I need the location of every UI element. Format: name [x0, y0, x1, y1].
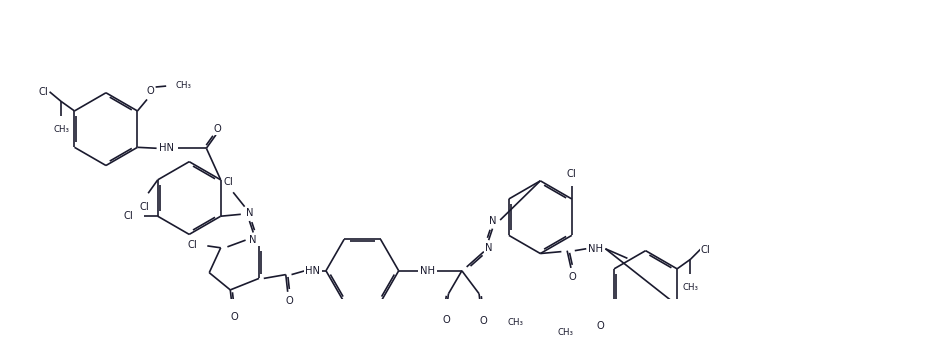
- Text: CH₃: CH₃: [53, 125, 69, 134]
- Text: O: O: [569, 273, 577, 282]
- Text: NH: NH: [588, 244, 603, 254]
- Text: O: O: [147, 86, 155, 96]
- Text: Cl: Cl: [224, 177, 233, 187]
- Text: N: N: [485, 243, 493, 253]
- Text: O: O: [230, 312, 238, 322]
- Text: CH₃: CH₃: [558, 328, 574, 336]
- Text: Cl: Cl: [187, 240, 196, 250]
- Text: Cl: Cl: [140, 202, 149, 212]
- Text: CH₃: CH₃: [176, 80, 192, 90]
- Text: O: O: [597, 321, 604, 331]
- Text: Cl: Cl: [567, 169, 577, 179]
- Text: N: N: [249, 235, 257, 245]
- Text: Cl: Cl: [39, 87, 49, 97]
- Text: CH₃: CH₃: [508, 318, 524, 327]
- Text: O: O: [214, 124, 222, 134]
- Text: O: O: [479, 316, 487, 325]
- Text: Cl: Cl: [123, 211, 133, 221]
- Text: O: O: [286, 297, 294, 306]
- Text: HN: HN: [159, 143, 174, 153]
- Text: NH: NH: [420, 266, 435, 276]
- Text: Cl: Cl: [701, 245, 711, 255]
- Text: HN: HN: [305, 266, 320, 276]
- Text: O: O: [443, 315, 450, 324]
- Text: N: N: [489, 216, 497, 226]
- Text: N: N: [245, 208, 253, 219]
- Text: CH₃: CH₃: [683, 282, 699, 292]
